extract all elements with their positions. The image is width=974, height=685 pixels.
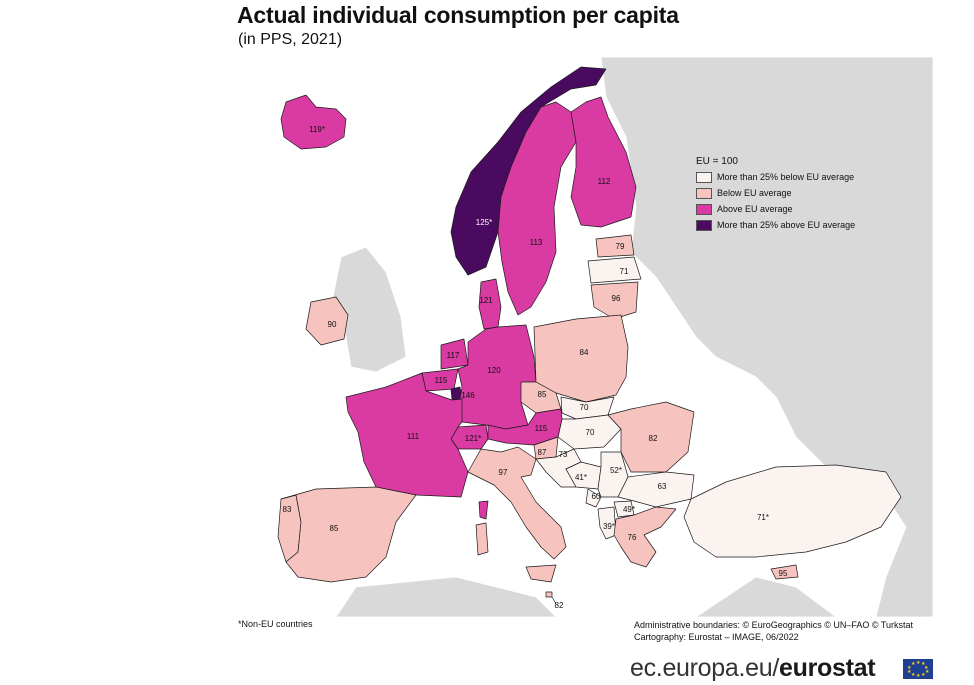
legend-swatch xyxy=(696,219,712,231)
region-bulgaria xyxy=(617,471,695,508)
label-belgium: 115 xyxy=(435,376,448,385)
region-latvia xyxy=(587,256,642,284)
legend-swatch xyxy=(696,203,712,215)
region-ireland xyxy=(305,296,349,346)
region-greece xyxy=(613,506,677,568)
region-serbia xyxy=(597,451,629,498)
label-latvia: 71 xyxy=(620,267,629,276)
label-portugal: 83 xyxy=(283,505,292,514)
legend-label: Below EU average xyxy=(717,188,792,198)
value-labels: 119* 125* 113 112 79 71 96 121 90 117 11… xyxy=(283,125,788,610)
map-title: Actual individual consumption per capita xyxy=(237,2,679,28)
label-malta: 82 xyxy=(555,601,564,610)
brand-prefix: ec.europa.eu/ xyxy=(630,654,779,682)
label-montenegro: 60 xyxy=(592,492,601,501)
region-sardinia xyxy=(475,522,489,556)
legend-item: Above EU average xyxy=(696,202,855,216)
label-slovakia: 70 xyxy=(580,403,589,412)
legend-swatch xyxy=(696,187,712,199)
region-romania xyxy=(607,401,695,473)
label-serbia: 52* xyxy=(610,466,622,475)
label-austria: 115 xyxy=(535,424,548,433)
credits-cartography: Cartography: Eurostat – IMAGE, 06/2022 xyxy=(634,632,799,642)
region-finland xyxy=(570,96,637,228)
label-spain: 85 xyxy=(330,524,339,533)
region-sicily xyxy=(525,564,557,583)
region-spain xyxy=(280,486,417,583)
region-austria xyxy=(487,408,563,446)
legend-item: More than 25% below EU average xyxy=(696,170,855,184)
legend-item: Below EU average xyxy=(696,186,855,200)
region-hungary xyxy=(557,414,622,450)
label-iceland: 119* xyxy=(309,125,325,134)
label-north-macedonia: 49* xyxy=(623,505,635,514)
label-luxembourg: 146 xyxy=(461,391,475,400)
map-subtitle: (in PPS, 2021) xyxy=(238,31,343,48)
legend-label: Above EU average xyxy=(717,204,793,214)
legend-label: More than 25% below EU average xyxy=(717,172,855,182)
region-cyprus xyxy=(770,564,799,580)
legend-title: EU = 100 xyxy=(696,156,738,167)
label-cyprus: 95 xyxy=(779,569,788,578)
region-france xyxy=(345,372,469,498)
label-france: 111 xyxy=(407,432,420,441)
region-malta xyxy=(545,591,553,598)
label-poland: 84 xyxy=(580,348,589,357)
legend: EU = 100 More than 25% below EU average … xyxy=(696,156,855,234)
legend-label: More than 25% above EU average xyxy=(717,220,856,230)
label-sweden: 113 xyxy=(530,238,543,247)
label-lithuania: 96 xyxy=(612,294,621,303)
region-italy xyxy=(467,446,567,560)
region-corsica xyxy=(478,500,489,520)
label-bulgaria: 63 xyxy=(658,482,667,491)
label-romania: 82 xyxy=(649,434,658,443)
label-bosnia: 41* xyxy=(575,473,587,482)
label-greece: 76 xyxy=(628,533,637,542)
region-estonia xyxy=(595,234,635,258)
label-slovenia: 87 xyxy=(538,448,547,457)
eu-flag-icon: ★ ★ ★ ★ ★ ★ ★ ★ ★ ★ xyxy=(903,659,933,679)
label-denmark: 121 xyxy=(479,296,493,305)
label-finland: 112 xyxy=(598,177,611,186)
label-estonia: 79 xyxy=(616,242,625,251)
legend-item: More than 25% above EU average xyxy=(696,218,855,232)
region-montenegro xyxy=(585,488,602,508)
label-germany: 120 xyxy=(487,366,501,375)
legend-swatch xyxy=(696,171,712,183)
region-sweden xyxy=(497,101,577,316)
brand-name: eurostat xyxy=(779,654,876,682)
label-ireland: 90 xyxy=(328,320,337,329)
label-norway: 125* xyxy=(476,218,492,227)
label-switzerland: 121* xyxy=(465,434,481,443)
label-italy: 97 xyxy=(499,468,508,477)
credits-boundaries: Administrative boundaries: © EuroGeograp… xyxy=(634,620,914,630)
label-croatia: 73 xyxy=(559,450,568,459)
region-lithuania xyxy=(590,281,639,320)
region-germany xyxy=(457,324,537,430)
footnote: *Non-EU countries xyxy=(238,619,313,629)
europe-map: 119* 125* 113 112 79 71 96 121 90 117 11… xyxy=(236,57,933,617)
label-hungary: 70 xyxy=(586,428,595,437)
label-czechia: 85 xyxy=(538,390,547,399)
credits: Administrative boundaries: © EuroGeograp… xyxy=(634,619,913,643)
region-turkey xyxy=(683,464,902,558)
region-albania xyxy=(597,506,617,540)
label-albania: 39* xyxy=(603,522,615,531)
label-netherlands: 117 xyxy=(447,351,460,360)
label-turkey: 71* xyxy=(757,513,769,522)
eurostat-brand: ec.europa.eu/eurostat xyxy=(630,654,876,683)
region-iceland xyxy=(280,94,347,150)
malta-leader-line xyxy=(551,596,557,605)
